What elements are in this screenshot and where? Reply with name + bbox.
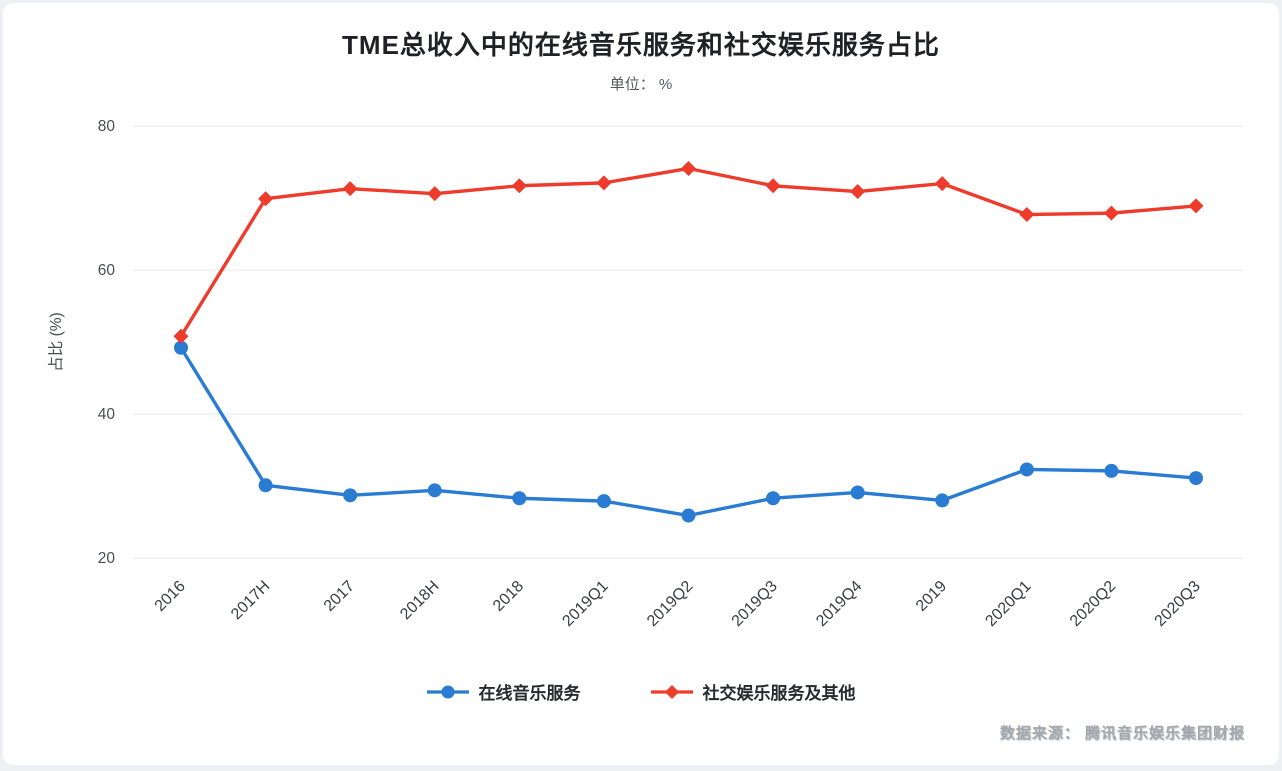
legend-label-social-entertainment: 社交娱乐服务及其他: [703, 679, 856, 704]
data-point-marker: [512, 178, 527, 193]
x-tick-label: 2019Q2: [644, 578, 696, 630]
data-point-marker: [766, 491, 780, 505]
data-point-marker: [343, 488, 357, 502]
x-tick-label: 2018H: [397, 578, 442, 623]
x-tick-label: 2019Q4: [813, 578, 865, 630]
x-tick-label: 2017: [321, 578, 358, 615]
data-point-marker: [428, 483, 442, 497]
y-tick-label: 60: [98, 262, 116, 279]
data-point-marker: [1104, 206, 1119, 221]
data-point-marker: [682, 509, 696, 523]
data-point-marker: [850, 184, 865, 199]
data-point-marker: [1019, 207, 1034, 222]
x-tick-label: 2019Q3: [729, 578, 781, 630]
x-tick-label: 2019Q1: [559, 578, 611, 630]
legend-item-online-music[interactable]: 在线音乐服务: [427, 679, 581, 704]
data-point-marker: [512, 491, 526, 505]
data-point-marker: [851, 485, 865, 499]
x-tick-label: 2016: [152, 578, 189, 615]
y-axis-title: 占比 (%): [47, 312, 65, 371]
chart-legend: 在线音乐服务 社交娱乐服务及其他: [3, 679, 1279, 704]
data-point-marker: [681, 161, 696, 176]
line-chart: 占比 (%) 20 40 60 80 2016 2017H 2017 2018H 2018 201…: [3, 3, 1282, 771]
data-source-watermark: 数据来源： 腾讯音乐娱乐集团财报: [1000, 722, 1245, 743]
x-tick-label: 2019: [913, 578, 950, 615]
data-point-marker: [174, 329, 189, 344]
series-line: [181, 348, 1196, 516]
x-tick-label: 2020Q3: [1152, 578, 1204, 630]
data-point-marker: [766, 178, 781, 193]
data-point-marker: [259, 478, 273, 492]
data-point-marker: [427, 186, 442, 201]
data-point-marker: [935, 176, 950, 191]
y-tick-label: 20: [98, 550, 116, 567]
data-point-marker: [1189, 198, 1204, 213]
data-point-marker: [1020, 462, 1034, 476]
legend-label-online-music: 在线音乐服务: [479, 679, 581, 704]
x-tick-label: 2020Q2: [1067, 578, 1119, 630]
x-tick-label: 2017H: [228, 578, 273, 623]
x-tick-label: 2018: [490, 578, 527, 615]
data-point-marker: [1104, 464, 1118, 478]
x-tick-label: 2020Q1: [982, 578, 1034, 630]
data-point-marker: [935, 493, 949, 507]
legend-marker-diamond-icon: [651, 684, 693, 700]
data-point-marker: [597, 494, 611, 508]
legend-marker-circle-icon: [427, 684, 469, 700]
y-tick-label: 80: [98, 118, 116, 135]
legend-item-social-entertainment[interactable]: 社交娱乐服务及其他: [651, 679, 856, 704]
data-point-marker: [596, 175, 611, 190]
series-line: [181, 168, 1196, 336]
y-tick-label: 40: [98, 406, 116, 423]
chart-card: TME总收入中的在线音乐服务和社交娱乐服务占比 单位： % 占比 (%) 204…: [3, 3, 1279, 765]
data-point-marker: [258, 191, 273, 206]
data-point-marker: [1189, 471, 1203, 485]
data-point-marker: [343, 181, 358, 196]
